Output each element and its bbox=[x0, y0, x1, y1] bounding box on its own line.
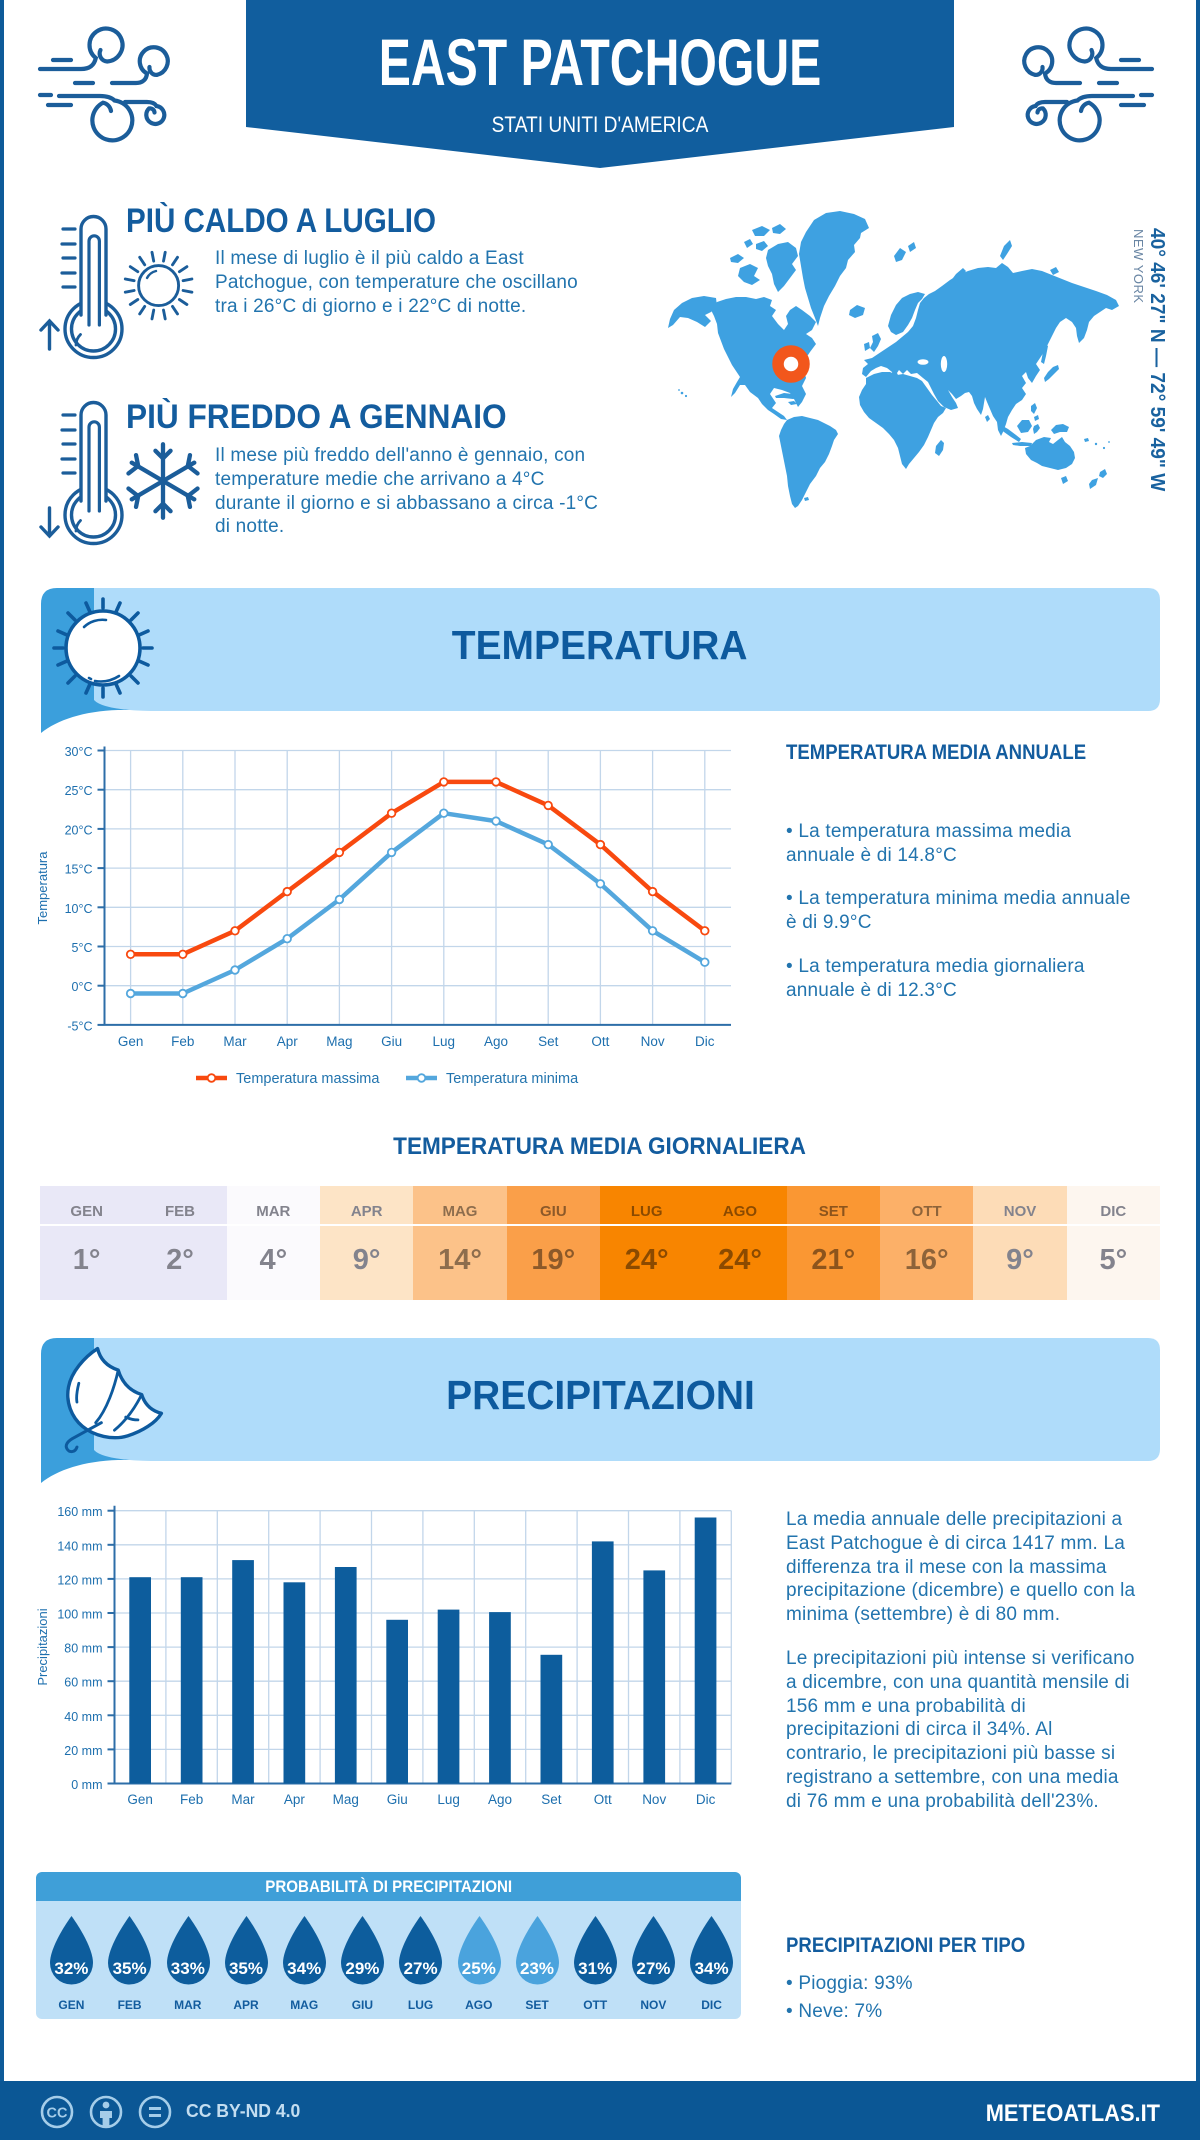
svg-text:25°C: 25°C bbox=[65, 784, 93, 798]
svg-text:Set: Set bbox=[541, 1792, 562, 1807]
svg-text:140 mm: 140 mm bbox=[57, 1539, 102, 1553]
svg-text:-5°C: -5°C bbox=[67, 1019, 92, 1033]
svg-text:Gen: Gen bbox=[127, 1792, 153, 1807]
svg-text:Apr: Apr bbox=[284, 1792, 306, 1807]
svg-text:Lug: Lug bbox=[437, 1792, 460, 1807]
svg-text:Ott: Ott bbox=[591, 1034, 609, 1049]
svg-text:0 mm: 0 mm bbox=[71, 1778, 102, 1792]
svg-text:Gen: Gen bbox=[118, 1034, 144, 1049]
svg-text:Mag: Mag bbox=[333, 1792, 359, 1807]
svg-text:0°C: 0°C bbox=[72, 980, 93, 994]
svg-text:Nov: Nov bbox=[642, 1792, 666, 1807]
svg-text:80 mm: 80 mm bbox=[64, 1642, 102, 1656]
svg-text:Giu: Giu bbox=[387, 1792, 408, 1807]
svg-text:Temperatura: Temperatura bbox=[35, 851, 50, 925]
svg-text:10°C: 10°C bbox=[65, 902, 93, 916]
svg-text:Feb: Feb bbox=[171, 1034, 194, 1049]
svg-text:60 mm: 60 mm bbox=[64, 1676, 102, 1690]
svg-text:Ago: Ago bbox=[484, 1034, 508, 1049]
svg-text:Giu: Giu bbox=[381, 1034, 402, 1049]
svg-text:Apr: Apr bbox=[277, 1034, 299, 1049]
svg-text:30°C: 30°C bbox=[65, 745, 93, 759]
svg-text:CC: CC bbox=[47, 2106, 68, 2122]
svg-text:20°C: 20°C bbox=[65, 823, 93, 837]
svg-text:Ott: Ott bbox=[594, 1792, 612, 1807]
svg-text:Mar: Mar bbox=[223, 1034, 247, 1049]
svg-text:160 mm: 160 mm bbox=[57, 1505, 102, 1519]
svg-text:40 mm: 40 mm bbox=[64, 1710, 102, 1724]
svg-text:Dic: Dic bbox=[696, 1792, 716, 1807]
svg-text:100 mm: 100 mm bbox=[57, 1608, 102, 1622]
svg-text:Mag: Mag bbox=[326, 1034, 352, 1049]
svg-text:120 mm: 120 mm bbox=[57, 1573, 102, 1587]
svg-text:20 mm: 20 mm bbox=[64, 1744, 102, 1758]
svg-text:Temperatura minima: Temperatura minima bbox=[446, 1071, 579, 1087]
svg-text:Set: Set bbox=[538, 1034, 559, 1049]
svg-text:Mar: Mar bbox=[231, 1792, 255, 1807]
svg-text:5°C: 5°C bbox=[72, 941, 93, 955]
svg-text:Feb: Feb bbox=[180, 1792, 203, 1807]
svg-text:Temperatura massima: Temperatura massima bbox=[236, 1071, 380, 1087]
svg-text:Lug: Lug bbox=[433, 1034, 456, 1049]
svg-text:Precipitazioni: Precipitazioni bbox=[35, 1608, 50, 1685]
svg-text:Nov: Nov bbox=[641, 1034, 665, 1049]
svg-text:Ago: Ago bbox=[488, 1792, 512, 1807]
svg-text:15°C: 15°C bbox=[65, 863, 93, 877]
svg-text:Dic: Dic bbox=[695, 1034, 715, 1049]
